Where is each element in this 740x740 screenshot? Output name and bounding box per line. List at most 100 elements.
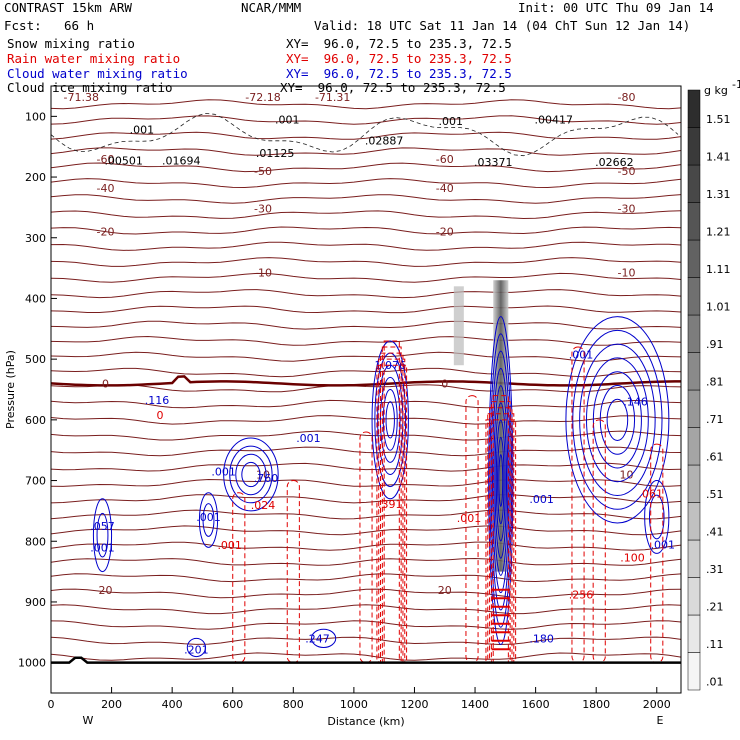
colorbar-swatch xyxy=(687,464,701,503)
cloud-water-contour xyxy=(198,492,219,548)
cloud-water-contour xyxy=(498,454,504,507)
cloud-ice-contour xyxy=(51,112,679,157)
colorbar-swatch xyxy=(687,502,701,541)
colorbar-swatch xyxy=(687,164,701,203)
cloud-water-contour xyxy=(488,316,514,645)
rain-water-contour xyxy=(465,395,479,664)
fcst-label: Fcst: xyxy=(4,18,42,33)
isotherm-line xyxy=(51,588,681,599)
cloud-water-label: .146 xyxy=(623,396,648,409)
y-tick-label: 700 xyxy=(25,475,46,488)
cloud-water-contour xyxy=(649,494,665,540)
cloud-water-contour xyxy=(495,419,506,542)
cloud-water-contour xyxy=(310,628,337,648)
isotherm-line xyxy=(51,525,681,536)
cloud-water-contour xyxy=(379,376,401,463)
rain-water-label: .061 xyxy=(638,487,663,500)
x-tick-label: 800 xyxy=(283,698,304,711)
cloud-water-contour xyxy=(223,437,279,512)
x-tick-label: 1400 xyxy=(461,698,489,711)
cloud-ice-label: .03371 xyxy=(474,156,513,169)
field-xy-rain: XY= 96.0, 72.5 to 235.3, 72.5 xyxy=(286,51,512,66)
isotherm-label: -40 xyxy=(97,182,115,195)
colorbar-label: 1.41 xyxy=(706,150,731,163)
model-title: CONTRAST 15km ARW xyxy=(4,0,132,15)
isotherm-label: -20 xyxy=(97,226,115,239)
cloud-water-contour xyxy=(382,389,398,451)
cloud-water-label: .247 xyxy=(305,632,330,645)
isotherm-line xyxy=(51,399,681,409)
cloud-water-contour xyxy=(497,436,505,525)
field-name-rain: Rain water mixing ratio xyxy=(7,51,181,66)
cloud-water-label: .001 xyxy=(569,348,594,361)
cloud-water-label: .057 xyxy=(90,520,115,533)
isotherm-label: 0 xyxy=(102,377,109,390)
cloud-ice-label: .01125 xyxy=(256,147,295,160)
rain-water-label: .024 xyxy=(251,499,276,512)
x-tick-label: 600 xyxy=(222,698,243,711)
west-label: W xyxy=(83,714,94,727)
rain-water-contour xyxy=(592,419,606,664)
x-tick-label: 0 xyxy=(48,698,55,711)
isotherm-label: 0 xyxy=(441,377,448,390)
cloud-ice-label: .01694 xyxy=(162,155,201,168)
cloud-water-contour xyxy=(606,398,629,441)
isotherm-label: -30 xyxy=(617,203,635,216)
isotherm-line xyxy=(51,509,681,520)
colorbar-swatch xyxy=(687,577,701,616)
colorbar-swatch xyxy=(687,314,701,353)
colorbar-label: .51 xyxy=(706,488,724,501)
isotherm-line xyxy=(51,652,681,661)
isotherm-line xyxy=(51,335,681,346)
y-tick-label: 800 xyxy=(25,535,46,548)
cloud-water-contour xyxy=(592,371,642,469)
isotherm-label: 20 xyxy=(438,584,452,597)
rain-water-label: .100 xyxy=(620,552,645,565)
cloud-water-label: .116 xyxy=(145,394,170,407)
field-xy-cloudice: XY= 96.0, 72.5 to 235.3, 72.5 xyxy=(280,80,506,95)
isotherm-label: -60 xyxy=(436,153,454,166)
cloud-ice-label: .02662 xyxy=(595,156,634,169)
rain-water-label: 0 xyxy=(157,409,164,422)
isotherm-label: -10 xyxy=(617,266,635,279)
isotherm-line xyxy=(51,415,681,425)
rain-water-label: .256 xyxy=(569,589,594,602)
isotherm-label: 10 xyxy=(619,468,633,481)
colorbar-unit: g kg xyxy=(704,84,728,97)
x-axis-title: Distance (km) xyxy=(327,715,404,728)
y-tick-label: 100 xyxy=(25,110,46,123)
rain-water-contour xyxy=(376,364,408,664)
rain-water-contour xyxy=(571,346,585,664)
isotherm-label: -60 xyxy=(97,153,115,166)
y-tick-label: 300 xyxy=(25,232,46,245)
isotherm-line xyxy=(51,226,681,235)
colorbar-swatch xyxy=(687,239,701,278)
colorbar-label: .21 xyxy=(706,600,724,613)
colorbar-unit-exponent: -1 xyxy=(732,78,740,91)
cloud-water-label: .001 xyxy=(296,432,321,445)
temperature-extreme-label: -80 xyxy=(617,91,635,104)
isotherm-line xyxy=(51,115,681,125)
isotherm-line xyxy=(51,320,681,330)
cloud-ice-label: .02887 xyxy=(365,135,404,148)
colorbar-label: .01 xyxy=(706,675,724,688)
cloud-water-contour xyxy=(491,367,510,594)
colorbar-label: 1.21 xyxy=(706,225,731,238)
cloud-water-contour xyxy=(494,402,508,559)
y-tick-label: 600 xyxy=(25,414,46,427)
surface-line xyxy=(51,656,681,664)
cloud-water-label: .001 xyxy=(90,541,115,554)
rain-water-contour xyxy=(378,358,406,664)
y-tick-label: 900 xyxy=(25,596,46,609)
colorbar-swatch xyxy=(687,127,701,166)
x-tick-label: 2000 xyxy=(643,698,671,711)
isotherm-label: 20 xyxy=(99,584,113,597)
colorbar-label: 1.51 xyxy=(706,113,731,126)
colorbar-swatch xyxy=(687,277,701,316)
cloud-water-contour xyxy=(241,461,261,488)
isotherm-label: -50 xyxy=(617,165,635,178)
cloud-water-contour xyxy=(186,637,206,658)
x-tick-label: 400 xyxy=(162,698,183,711)
isotherm-line xyxy=(51,620,681,630)
isotherm-line xyxy=(51,384,681,393)
